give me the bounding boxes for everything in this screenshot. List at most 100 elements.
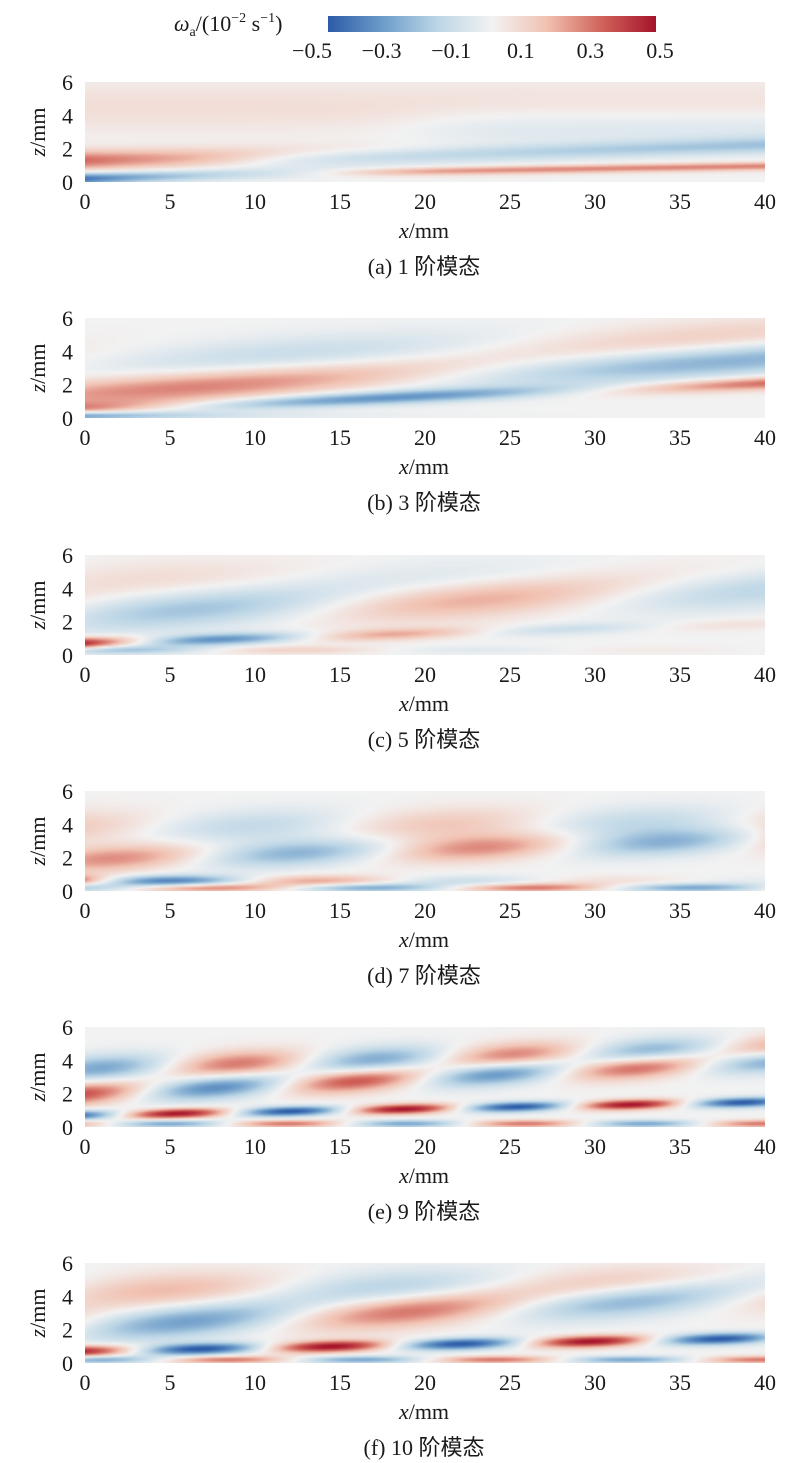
x-tick-label: 0 (80, 898, 91, 923)
x-tick-label: 5 (165, 189, 176, 214)
y-tick-label: 0 (62, 879, 73, 904)
x-tick-label: 25 (499, 1134, 521, 1159)
y-tick-label: 4 (62, 576, 73, 601)
x-tick-label: 10 (244, 425, 266, 450)
x-tick-label: 0 (80, 662, 91, 687)
x-tick-label: 40 (754, 425, 776, 450)
x-tick-label: 25 (499, 425, 521, 450)
y-axis-label: z/mm (25, 1289, 50, 1339)
panel-d: 0 5 10 15 20 25 30 35 40 0 2 4 6 x/mm z/mm (d) 7 阶模态 (25, 779, 776, 988)
x-axis-label: x/mm (398, 454, 449, 479)
y-tick-label: 0 (62, 1351, 73, 1376)
colorbar-label-prefix: /(10 (196, 11, 231, 36)
x-tick-label: 10 (244, 898, 266, 923)
x-tick-label: 5 (165, 898, 176, 923)
panel-caption: (c) 5 阶模态 (368, 727, 480, 752)
x-tick-label: 5 (165, 1134, 176, 1159)
x-tick-label: 20 (414, 1134, 436, 1159)
y-tick-label: 4 (62, 1284, 73, 1309)
colorbar-tick-label: 0.5 (646, 38, 674, 63)
x-tick-label: 0 (80, 1134, 91, 1159)
panel-c: 0 5 10 15 20 25 30 35 40 0 2 4 6 x/mm z/mm (c) 5 阶模态 (25, 543, 776, 752)
y-axis-label: z/mm (25, 344, 50, 394)
x-tick-label: 25 (499, 189, 521, 214)
heatmap-image (85, 791, 765, 891)
x-axis-label: x/mm (398, 1399, 449, 1424)
panel-caption: (b) 3 阶模态 (367, 490, 481, 515)
y-tick-label: 4 (62, 103, 73, 128)
x-tick-label: 30 (584, 189, 606, 214)
y-tick-label: 2 (62, 1082, 73, 1107)
colorbar-tick-label: −0.3 (362, 38, 402, 63)
x-tick-label: 35 (669, 1370, 691, 1395)
x-tick-label: 0 (80, 189, 91, 214)
x-tick-label: 20 (414, 425, 436, 450)
x-tick-label: 30 (584, 898, 606, 923)
x-tick-label: 25 (499, 898, 521, 923)
x-tick-label: 10 (244, 189, 266, 214)
panel-a: 0 5 10 15 20 25 30 35 40 0 2 4 6 x/mm z/mm (a) 1 阶模态 (25, 70, 776, 279)
y-tick-label: 2 (62, 137, 73, 162)
x-tick-label: 5 (165, 425, 176, 450)
x-axis-label: x/mm (398, 1163, 449, 1188)
colorbar-gradient (328, 16, 656, 32)
x-tick-label: 40 (754, 898, 776, 923)
x-tick-label: 10 (244, 1134, 266, 1159)
colorbar-tick-label: 0.3 (577, 38, 605, 63)
x-tick-label: 30 (584, 1134, 606, 1159)
x-tick-label: 40 (754, 1134, 776, 1159)
y-tick-label: 2 (62, 1318, 73, 1343)
heatmap-image (85, 555, 765, 655)
heatmap-image (85, 1263, 765, 1363)
panel-b: 0 5 10 15 20 25 30 35 40 0 2 4 6 x/mm z/mm (b) 3 阶模态 (25, 306, 776, 515)
x-tick-label: 10 (244, 1370, 266, 1395)
x-tick-label: 35 (669, 662, 691, 687)
panel-e: 0 5 10 15 20 25 30 35 40 0 2 4 6 x/mm z/mm (e) 9 阶模态 (25, 1015, 776, 1224)
heatmap-image (85, 318, 765, 418)
y-tick-label: 6 (62, 779, 73, 804)
panel-caption: (f) 10 阶模态 (364, 1435, 485, 1460)
x-tick-label: 15 (329, 662, 351, 687)
y-tick-label: 6 (62, 1251, 73, 1276)
panel-caption: (a) 1 阶模态 (368, 254, 480, 279)
panel-caption: (e) 9 阶模态 (368, 1199, 480, 1224)
colorbar-label-symbol: ω (174, 11, 190, 36)
x-tick-label: 20 (414, 898, 436, 923)
x-axis-label: x/mm (398, 927, 449, 952)
x-axis-label: x/mm (398, 691, 449, 716)
y-tick-label: 0 (62, 406, 73, 431)
x-tick-label: 15 (329, 898, 351, 923)
colorbar-tick-label: −0.1 (431, 38, 471, 63)
x-tick-label: 25 (499, 662, 521, 687)
y-tick-label: 2 (62, 846, 73, 871)
x-tick-label: 35 (669, 898, 691, 923)
colorbar-label: ωa/(10−2 s−1) (174, 11, 282, 40)
y-tick-label: 4 (62, 1048, 73, 1073)
heatmap-image (85, 1027, 765, 1127)
y-tick-label: 2 (62, 373, 73, 398)
y-axis-label: z/mm (25, 581, 50, 631)
y-tick-label: 2 (62, 610, 73, 635)
x-tick-label: 0 (80, 425, 91, 450)
panel-caption: (d) 7 阶模态 (367, 963, 481, 988)
x-tick-label: 15 (329, 189, 351, 214)
colorbar-label-unit-exponent: −1 (260, 11, 275, 26)
x-tick-label: 30 (584, 662, 606, 687)
colorbar-label-subscript: a (190, 25, 197, 40)
x-tick-label: 30 (584, 425, 606, 450)
colorbar-label-exponent: −2 (231, 11, 246, 26)
x-tick-label: 30 (584, 1370, 606, 1395)
x-tick-label: 35 (669, 1134, 691, 1159)
x-tick-label: 15 (329, 1370, 351, 1395)
colorbar-label-unit: s (246, 11, 260, 36)
x-tick-label: 35 (669, 425, 691, 450)
heatmap-image (85, 82, 765, 182)
y-tick-label: 6 (62, 70, 73, 95)
x-tick-label: 40 (754, 1370, 776, 1395)
colorbar-tick-label: 0.1 (507, 38, 535, 63)
colorbar-tick-label: −0.5 (292, 38, 332, 63)
x-tick-label: 20 (414, 189, 436, 214)
x-tick-label: 5 (165, 1370, 176, 1395)
y-tick-label: 0 (62, 643, 73, 668)
